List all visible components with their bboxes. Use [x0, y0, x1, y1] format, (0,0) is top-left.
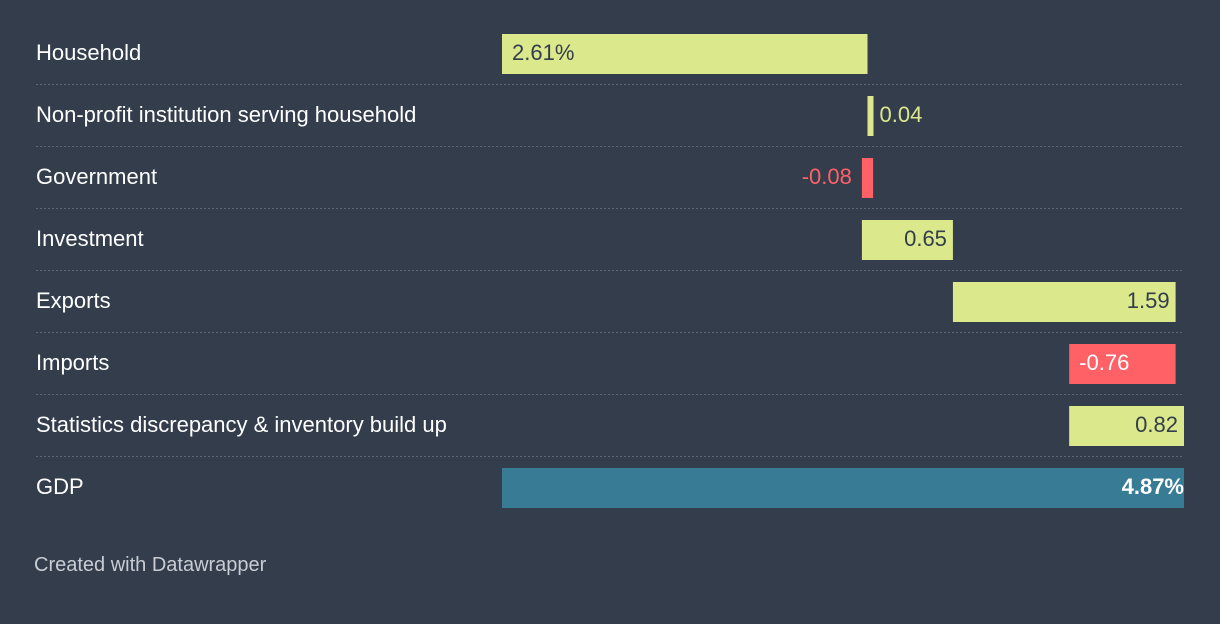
- bar[interactable]: [861, 220, 953, 260]
- category-label: Non-profit institution serving household: [36, 102, 416, 127]
- bar[interactable]: [502, 34, 868, 74]
- bar[interactable]: [952, 282, 1176, 322]
- waterfall-chart: Household 2.61% Non-profit institution ser…: [36, 34, 1184, 508]
- category-label: Investment: [36, 226, 144, 251]
- value-label: 4.87%: [1122, 474, 1184, 499]
- value-label: 0.65: [904, 226, 947, 251]
- value-label: 0.04: [880, 102, 923, 127]
- value-label: 0.82: [1135, 412, 1178, 437]
- value-label: -0.08: [802, 164, 852, 189]
- category-label: GDP: [36, 474, 84, 499]
- bar[interactable]: [502, 468, 1184, 508]
- category-label: Household: [36, 40, 141, 65]
- credit-text[interactable]: Created with Datawrapper: [34, 554, 267, 576]
- bar[interactable]: [1069, 344, 1176, 384]
- category-label: Statistics discrepancy & inventory build…: [36, 412, 447, 437]
- category-label: Imports: [36, 350, 109, 375]
- value-label: -0.76: [1079, 350, 1129, 375]
- bar[interactable]: [867, 96, 874, 136]
- bar[interactable]: [1069, 406, 1184, 446]
- category-label: Government: [36, 164, 157, 189]
- value-label: 2.61%: [512, 40, 574, 65]
- category-label: Exports: [36, 288, 111, 313]
- value-label: 1.59: [1127, 288, 1170, 313]
- bar[interactable]: [861, 158, 874, 198]
